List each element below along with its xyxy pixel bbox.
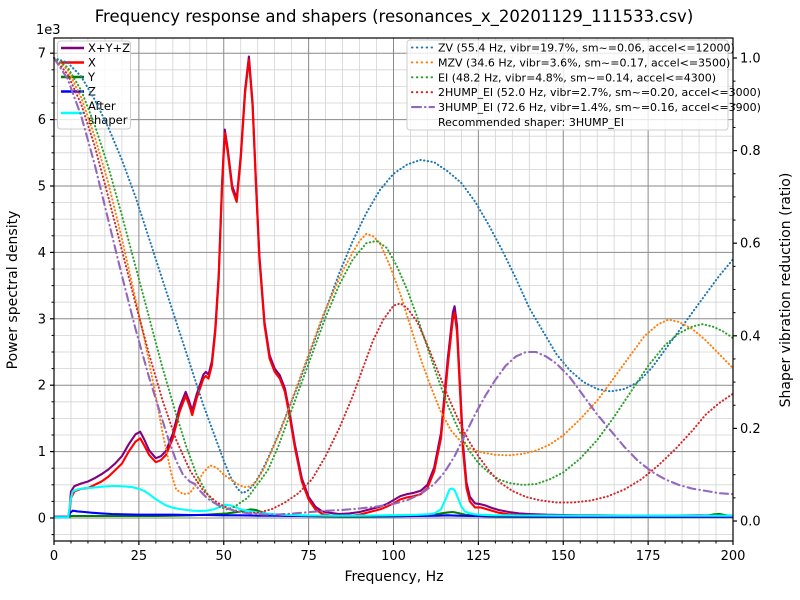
y-left-tick-label: 4	[38, 246, 46, 261]
shaper-legend-label: ZV (55.4 Hz, vibr=19.7%, sm~=0.06, accel…	[438, 42, 735, 55]
axes: 0 25 50 75 100 125 150 175 200 0 1 2 3 4 5 6 7 0.0 0.2 0.4 0…	[38, 37, 761, 564]
x-tick-label: 75	[300, 549, 317, 564]
curve-2HUMP_EI	[53, 57, 734, 514]
y-left-tick-label: 0	[38, 512, 46, 527]
y-right-tick-label: 1.0	[740, 52, 761, 67]
shaper-curves	[52, 56, 735, 516]
x-axis-label: Frequency, Hz	[344, 569, 443, 585]
psd-legend-label: Y	[87, 70, 96, 84]
y-left-tick-label: 3	[38, 312, 46, 327]
chart-title: Frequency response and shapers (resonanc…	[95, 7, 694, 27]
psd-curves	[54, 55, 734, 519]
y-left-tick-label: 7	[38, 47, 46, 62]
x-tick-label: 0	[50, 549, 58, 564]
y-left-tick-label: 6	[38, 113, 46, 128]
y-right-tick-label: 0.2	[740, 422, 761, 437]
shaper-legend-box	[406, 39, 729, 131]
y-right-tick-label: 0.8	[740, 144, 761, 159]
curve-ZV	[53, 57, 734, 495]
x-tick-label: 50	[215, 549, 232, 564]
shaper-legend-label: 3HUMP_EI (72.6 Hz, vibr=1.4%, sm~=0.16, …	[438, 101, 761, 114]
y-right-axis-label: Shaper vibration reduction (ratio)	[778, 173, 794, 408]
y-right-tick-label: 0.4	[740, 329, 761, 344]
psd-legend-label: X	[88, 56, 96, 70]
shaper-legend-label: MZV (34.6 Hz, vibr=3.6%, sm~=0.17, accel…	[438, 56, 730, 69]
y-right-tick-label: 0.6	[740, 237, 761, 252]
x-tick-label: 25	[131, 549, 148, 564]
shaper-legend-label: 2HUMP_EI (52.0 Hz, vibr=2.7%, sm~=0.20, …	[438, 86, 761, 99]
shaper-legend-label: EI (48.2 Hz, vibr=4.8%, sm~=0.14, accel<…	[438, 71, 716, 84]
x-tick-label: 175	[636, 549, 661, 564]
x-tick-label: 200	[721, 549, 746, 564]
x-tick-label: 150	[551, 549, 576, 564]
psd-legend-label: After	[88, 99, 116, 113]
curve-3HUMP_EI	[52, 56, 735, 516]
y-right-tick-label: 0.0	[740, 515, 761, 530]
y-left-tick-label: 5	[38, 180, 46, 195]
curve-EI	[53, 57, 734, 511]
y-left-axis-label: Power spectral density	[5, 211, 21, 370]
x-tick-label: 125	[466, 549, 491, 564]
curve-X+Y+Z	[54, 55, 734, 518]
curve-X	[54, 58, 733, 519]
recommended-shaper-note: Recommended shaper: 3HUMP_EI	[438, 116, 624, 129]
y-left-offset-label: 1e3	[36, 23, 61, 38]
y-left-tick-label: 1	[38, 445, 46, 460]
curve-MZV	[53, 57, 734, 496]
shaper-legend: ZV (55.4 Hz, vibr=19.7%, sm~=0.06, accel…	[406, 39, 761, 131]
y-left-tick-label: 2	[38, 379, 46, 394]
psd-legend-label: Z	[88, 85, 96, 99]
psd-legend-label: shaper	[88, 113, 128, 127]
x-tick-label: 100	[381, 549, 406, 564]
psd-legend-label: X+Y+Z	[88, 41, 130, 55]
